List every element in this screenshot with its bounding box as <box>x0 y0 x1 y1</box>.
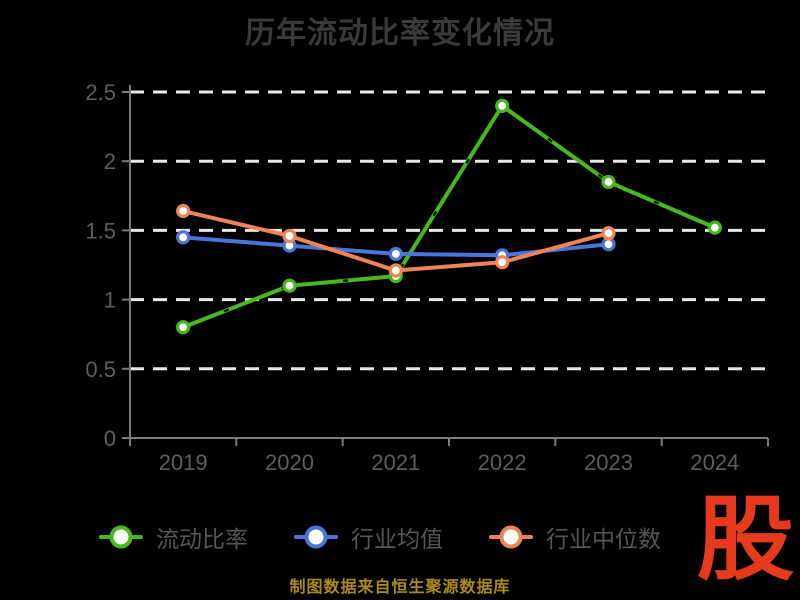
data-point-0[interactable] <box>601 174 616 190</box>
x-tick-label: 2019 <box>159 450 208 475</box>
legend-label: 行业中位数 <box>546 526 661 552</box>
data-point-2[interactable] <box>601 226 616 241</box>
data-point-0[interactable] <box>282 278 297 293</box>
legend-item-industry-mean[interactable]: 行业均值 <box>294 520 443 554</box>
data-point-0[interactable] <box>176 320 191 335</box>
x-tick-label: 2024 <box>690 450 739 475</box>
legend-marker-current-ratio <box>99 524 143 550</box>
chart-title: 历年流动比率变化情况 <box>245 17 555 50</box>
series-line-0 <box>181 103 717 330</box>
legend-item-current-ratio[interactable]: 流动比率 <box>99 520 248 554</box>
data-point-2[interactable] <box>176 203 191 219</box>
legend: 流动比率 行业均值 行业中位数 <box>0 514 760 560</box>
y-tick-label: 0.5 <box>85 357 116 382</box>
legend-marker-industry-mean <box>294 524 338 550</box>
data-point-2[interactable] <box>282 228 297 244</box>
legend-label: 行业均值 <box>351 526 443 552</box>
data-source-note: 制图数据来自恒生聚源数据库 <box>289 579 511 596</box>
y-tick-label: 2.5 <box>85 80 116 105</box>
y-tick-label: 1 <box>104 288 116 313</box>
brand-logo: 股 <box>696 489 795 591</box>
data-point-0[interactable] <box>707 220 722 235</box>
data-point-1[interactable] <box>601 237 616 252</box>
x-tick-label: 2023 <box>584 450 633 475</box>
data-point-1[interactable] <box>176 230 191 245</box>
legend-label: 流动比率 <box>156 526 248 552</box>
data-point-1[interactable] <box>388 246 403 262</box>
x-tick-label: 2021 <box>371 450 420 475</box>
y-tick-label: 1.5 <box>85 218 116 243</box>
legend-item-industry-median[interactable]: 行业中位数 <box>489 520 661 554</box>
x-tick-label: 2020 <box>265 450 314 475</box>
legend-marker-industry-median <box>489 524 533 550</box>
y-tick-label: 2 <box>104 149 116 174</box>
x-tick-label: 2022 <box>478 450 527 475</box>
data-point-2[interactable] <box>388 263 403 278</box>
y-tick-label: 0 <box>104 426 116 451</box>
data-point-0[interactable] <box>495 98 510 113</box>
data-point-2[interactable] <box>495 255 510 270</box>
